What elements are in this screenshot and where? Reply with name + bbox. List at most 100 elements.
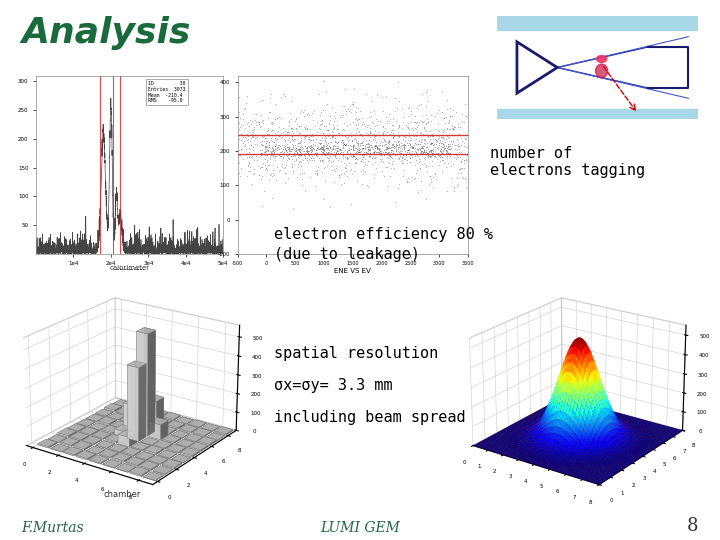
Point [387,141,398,150]
Point [363,141,374,150]
Point [287,150,298,159]
Point [348,167,360,176]
Point [328,151,339,160]
Point [355,149,366,158]
Point [305,153,317,162]
Point [243,147,254,156]
Point [234,172,246,180]
Point [341,152,353,161]
Point [403,145,415,153]
Point [311,171,323,179]
Point [248,123,260,132]
Point [348,85,359,93]
Point [396,159,408,167]
Point [353,137,364,146]
Point [261,143,273,152]
Point [339,153,351,161]
Point [425,177,436,186]
Point [413,144,425,153]
Point [288,137,300,145]
Point [344,140,356,149]
Point [410,125,421,134]
Point [288,141,300,150]
Point [269,128,281,137]
Point [373,144,384,152]
Point [406,143,418,151]
Point [364,140,375,149]
Point [242,132,253,140]
Point [240,99,251,107]
Point [320,162,331,171]
Point [326,133,338,141]
Point [265,90,276,98]
Point [345,200,356,208]
Point [297,147,308,156]
Point [447,105,459,114]
Point [437,152,449,161]
Point [434,153,446,161]
Point [338,178,350,187]
Point [417,149,428,158]
Point [369,170,380,179]
Point [369,141,381,150]
Point [383,159,395,167]
Point [393,143,405,151]
Ellipse shape [595,64,608,78]
Point [321,143,333,152]
Point [458,118,469,126]
Point [256,150,267,159]
Point [372,148,383,157]
Point [387,149,399,158]
Point [299,154,310,163]
Point [420,119,432,128]
Point [284,145,295,153]
Point [426,157,438,166]
Point [279,127,290,136]
Point [319,132,330,140]
Point [232,126,243,134]
Point [339,164,351,173]
Point [312,144,323,153]
Point [448,122,459,130]
Point [328,165,340,173]
Point [274,151,285,159]
Point [250,118,261,126]
Point [397,151,409,159]
Point [382,117,393,126]
Point [408,117,420,126]
Point [249,139,261,148]
Point [264,141,275,150]
Point [402,145,414,154]
Point [325,147,337,156]
Point [333,172,344,181]
Point [266,172,278,180]
Point [394,147,405,156]
Point [242,161,253,170]
Point [449,125,460,133]
Point [297,168,308,177]
Point [460,154,472,163]
Point [416,144,428,153]
Point [431,109,442,118]
Point [444,148,455,157]
Point [255,163,266,171]
Point [411,117,423,126]
Point [392,136,404,145]
Point [356,144,367,152]
Point [271,114,282,123]
Point [316,116,328,125]
Point [323,144,334,153]
Point [261,165,273,174]
Point [353,115,364,124]
Text: chamber: chamber [104,490,141,499]
Point [415,148,426,157]
Point [459,174,471,183]
Point [356,151,368,159]
Point [266,143,278,152]
Point [340,163,351,172]
Point [290,146,302,154]
Point [246,133,258,141]
Point [412,139,423,148]
Point [433,160,445,169]
Point [373,144,384,152]
